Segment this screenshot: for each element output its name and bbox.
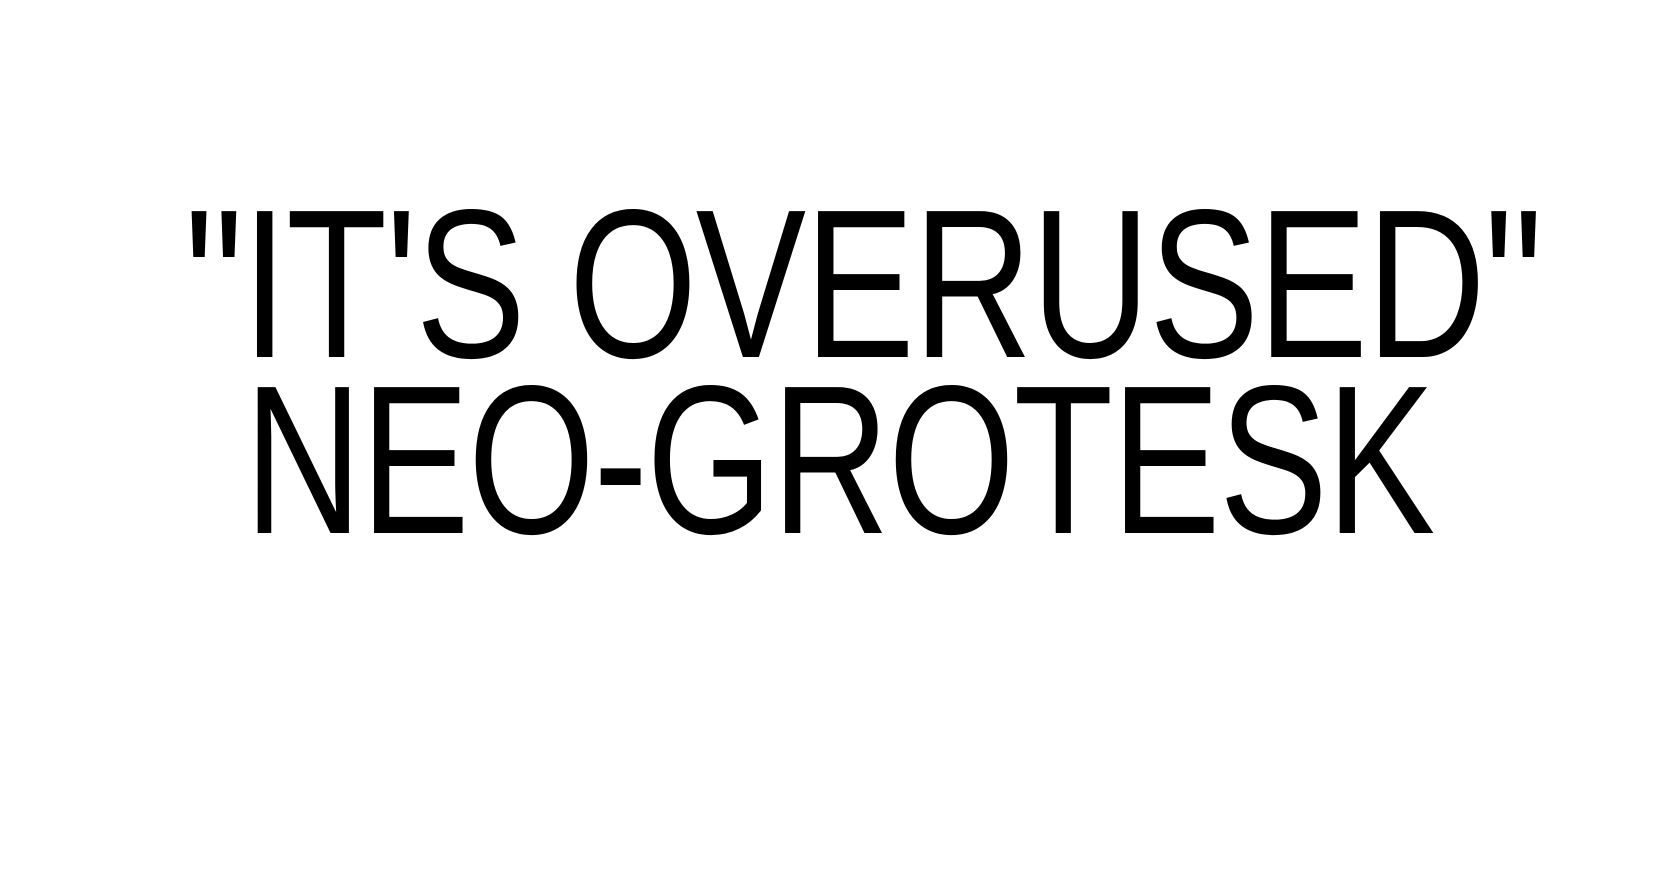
headline-line-2: NEO-GROTESK xyxy=(244,341,1435,578)
headline-line-1: "IT'S OVERUSED" xyxy=(184,165,1543,402)
headline: "IT'S OVERUSED" NEO-GROTESK xyxy=(0,165,1678,578)
